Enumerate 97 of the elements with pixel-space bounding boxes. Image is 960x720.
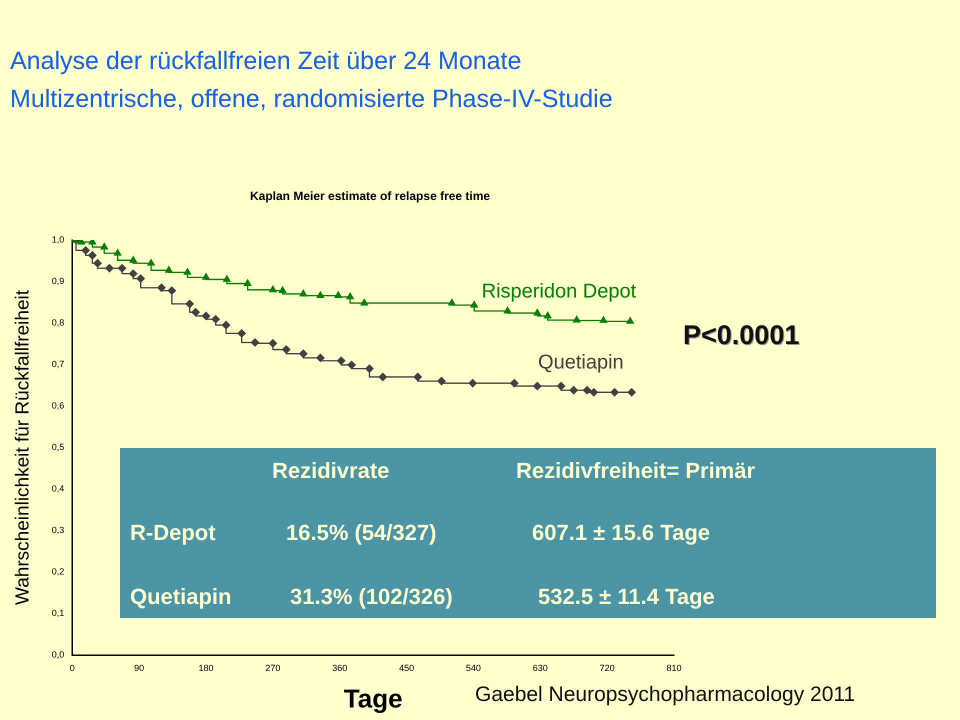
point	[191, 308, 200, 316]
point	[544, 312, 552, 318]
point	[534, 308, 541, 316]
point	[147, 259, 155, 266]
point	[105, 264, 114, 272]
point	[168, 286, 176, 295]
point	[157, 284, 166, 292]
point	[437, 376, 446, 386]
series-label: Risperidon Depot	[482, 280, 637, 302]
y-tick-label: 0,7	[52, 358, 64, 369]
point	[88, 251, 97, 260]
point	[268, 339, 278, 348]
y-tick-label: 0,1	[52, 608, 64, 618]
x-tick-label: 630	[532, 662, 548, 673]
point	[470, 301, 478, 308]
y-tick-label: 0,3	[52, 524, 64, 535]
text: Gaebel Neuropsychopharmacology 2011	[475, 683, 856, 707]
x-tick-label: 0	[70, 662, 75, 673]
point	[468, 379, 477, 388]
y-tick-label: 0,2	[52, 566, 64, 576]
x-tick-label: 450	[399, 662, 414, 673]
point	[316, 291, 324, 298]
point	[347, 360, 356, 370]
point	[114, 249, 122, 256]
point	[316, 354, 325, 362]
y-tick-label: 0,8	[52, 317, 64, 328]
point	[269, 286, 277, 292]
point	[573, 316, 580, 322]
point	[628, 388, 636, 396]
annotation: 16.5% (54/327)	[286, 520, 436, 546]
y-tick-label: 0,4	[52, 483, 64, 494]
point	[590, 388, 598, 396]
x-tick-label: 360	[332, 662, 348, 673]
chart-title: Analyse der rückfallfreien Zeit über 24 Monate	[10, 46, 522, 77]
point	[238, 329, 246, 338]
annotation: R-Depot	[130, 520, 216, 546]
x-tick-label: 810	[666, 662, 682, 673]
point	[184, 268, 192, 275]
text: P<0.0001	[683, 320, 800, 351]
y-tick-label: 0,0	[52, 649, 64, 660]
y-axis-title: Wahrscheinlichkeit für Rückfallfreiheit	[12, 289, 34, 606]
annotation: Rezidivfreiheit= Primär	[516, 458, 756, 484]
point	[556, 382, 566, 390]
point	[504, 306, 512, 314]
y-tick-label: 0,9	[52, 276, 64, 286]
point	[278, 286, 286, 294]
point	[378, 372, 387, 382]
point	[136, 274, 145, 283]
point	[202, 312, 210, 320]
x-tick-label: 540	[466, 662, 481, 673]
point	[299, 350, 308, 358]
y-tick-label: 1,0	[52, 234, 64, 244]
point	[130, 256, 137, 263]
point	[223, 275, 230, 282]
x-tick-label: 90	[134, 662, 144, 673]
point	[202, 273, 210, 280]
x-tick-label: 720	[600, 662, 615, 673]
point	[334, 291, 342, 298]
point	[118, 264, 126, 272]
x-tick-label: 180	[198, 662, 214, 673]
point	[582, 386, 592, 394]
point	[365, 364, 374, 373]
point	[250, 338, 260, 347]
y-tick-label: 0,5	[52, 442, 64, 452]
point	[82, 246, 90, 255]
point	[346, 292, 354, 300]
point	[448, 298, 456, 306]
text: Kaplan Meier estimate of relapse free time	[250, 189, 490, 203]
annotation: Rezidivrate	[272, 458, 390, 484]
point	[282, 345, 290, 354]
point	[533, 382, 542, 390]
point	[165, 266, 173, 273]
x-tick-label: 270	[265, 662, 280, 673]
annotation: 532.5 ± 11.4 Tage	[538, 584, 715, 610]
annotation: Quetiapin	[130, 584, 232, 610]
annotation: 31.3% (102/326)	[290, 584, 453, 610]
y-tick-label: 0,6	[52, 400, 64, 410]
point	[570, 386, 578, 394]
point	[186, 300, 194, 308]
point	[100, 242, 108, 250]
point	[626, 317, 634, 324]
point	[212, 315, 220, 324]
point	[610, 388, 619, 396]
point	[300, 290, 308, 296]
x-axis-title: Tage	[344, 684, 403, 714]
point	[129, 269, 138, 278]
point	[93, 259, 102, 268]
point	[244, 279, 252, 286]
point	[510, 379, 518, 388]
point	[337, 356, 346, 365]
point	[600, 316, 608, 323]
annotation: 607.1 ± 15.6 Tage	[532, 520, 710, 546]
series-label: Quetiapin	[538, 351, 624, 374]
point	[360, 298, 368, 306]
point	[414, 372, 422, 382]
chart-subtitle: Multizentrische, offene, randomisierte Phase-IV-Studie	[10, 84, 613, 115]
point	[222, 320, 230, 330]
